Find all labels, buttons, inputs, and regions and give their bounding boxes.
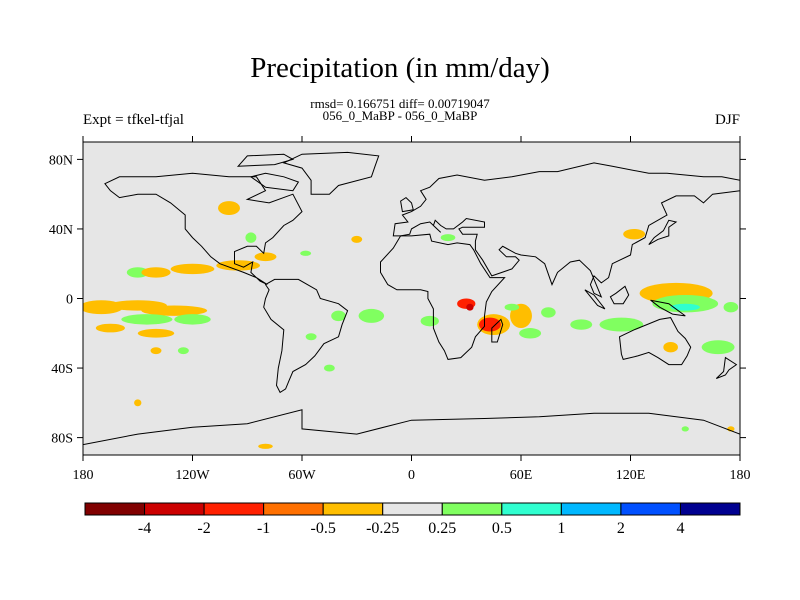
colorbar-label: -4: [138, 520, 151, 537]
anomaly-patch: [504, 303, 520, 311]
colorbar-label: -2: [197, 520, 210, 537]
anomaly-patch: [245, 232, 257, 243]
colorbar-label: 4: [676, 520, 684, 537]
anomaly-patch: [466, 303, 474, 311]
anomaly-patch: [323, 364, 335, 372]
anomaly-patch: [95, 323, 125, 333]
lat-tick-label: 0: [66, 293, 73, 308]
colorbar-label: 1: [557, 520, 565, 537]
anomaly-patch: [652, 295, 719, 313]
anomaly-patch: [170, 263, 215, 275]
anomaly-patch: [331, 310, 346, 322]
coastline-new-guinea: [650, 299, 686, 317]
season-label: DJF: [714, 112, 740, 128]
coastline-sumatra: [584, 289, 606, 310]
lon-tick-label: 120E: [616, 468, 646, 483]
coastlines: [83, 151, 740, 446]
lon-tick-label: 0: [408, 468, 415, 483]
lat-tick-label: 40S: [51, 362, 73, 377]
anomaly-patch: [121, 314, 173, 325]
axis-ticks: 180 120W 60W 0 60E 120E 180 80N 40N 0 40S 80S: [49, 136, 751, 483]
lon-tick-label: 180: [730, 468, 751, 483]
colorbar-label: 0.25: [428, 520, 456, 537]
anomaly-patch: [254, 252, 277, 262]
anomaly-patch: [141, 267, 171, 278]
expt-label: Expt = tfkel-tfjal: [83, 112, 184, 128]
coastline-borneo: [609, 285, 630, 305]
coastline-new-zealand: [715, 356, 738, 379]
colorbar: -4 -2 -1 -0.5 -0.25 0.25 0.5 1 2 4: [84, 502, 741, 537]
coastline-europe-asia: [392, 162, 740, 298]
colorbar-label: -0.5: [311, 520, 336, 537]
colorbar-box: [501, 502, 562, 516]
colorbar-box: [322, 502, 384, 516]
anomaly-patch: [701, 340, 735, 355]
coastline-japan: [648, 219, 678, 246]
anomaly-patch: [420, 315, 439, 327]
coastline-antarctica: [83, 409, 740, 446]
anomaly-patch: [351, 235, 363, 243]
anomaly-patch: [126, 267, 149, 278]
coastline-greenland: [282, 151, 380, 195]
coastline-ellesmere: [236, 153, 295, 167]
lon-tick-label: 120W: [175, 468, 210, 483]
colorbar-box: [203, 502, 265, 516]
anomaly-patch: [440, 234, 456, 242]
chart-title: Precipitation (in mm/day): [250, 52, 550, 84]
anomaly-patch: [358, 308, 385, 323]
colorbar-box: [84, 502, 146, 516]
colorbar-box: [679, 502, 741, 516]
coastline-north-america: [104, 172, 303, 286]
coastline-baffin: [249, 172, 300, 192]
anomaly-patch: [541, 307, 556, 318]
anomaly-patch: [258, 443, 273, 449]
anomaly-patch: [663, 341, 678, 353]
lon-tick-label: 60E: [510, 468, 533, 483]
lat-tick-label: 80N: [49, 153, 73, 168]
anomaly-patch: [141, 305, 208, 316]
lon-tick-label: 180: [73, 468, 94, 483]
coastline-uk: [400, 196, 414, 213]
colorbar-box: [441, 502, 503, 516]
colorbar-box: [560, 502, 622, 516]
coastline-south-america: [263, 278, 349, 394]
anomaly-patch: [681, 426, 689, 432]
anomaly-patch: [670, 303, 700, 311]
anomaly-patch: [599, 317, 644, 332]
anomaly-patch: [174, 314, 211, 325]
coastline-australia: [618, 317, 692, 366]
stats-line: rmsd= 0.166751 diff= 0.00719047: [310, 96, 490, 111]
anomaly-patch: [519, 328, 542, 339]
anomaly-patch: [150, 347, 162, 355]
colorbar-label: -0.25: [366, 520, 399, 537]
colorbar-label: 2: [617, 520, 625, 537]
colorbar-label: 0.5: [492, 520, 512, 537]
anomaly-patch: [723, 301, 739, 313]
experiment-compare: 056_0_MaBP - 056_0_MaBP: [322, 108, 478, 123]
colorbar-box: [620, 502, 681, 516]
colorbar-box: [263, 502, 324, 516]
anomaly-patch: [570, 319, 593, 330]
anomaly-patch: [300, 250, 312, 256]
anomaly-patch: [177, 347, 189, 355]
colorbar-box: [144, 502, 205, 516]
map-background: [83, 142, 740, 455]
anomaly-patch: [134, 399, 142, 407]
lon-tick-label: 60W: [288, 468, 316, 483]
anomaly-patch: [623, 228, 646, 240]
anomaly-patch: [305, 333, 317, 341]
anomaly-patch: [218, 201, 240, 216]
lat-tick-label: 80S: [51, 432, 73, 447]
colorbar-label: -1: [257, 520, 270, 537]
lat-tick-label: 40N: [49, 223, 73, 238]
colorbar-box: [382, 502, 443, 516]
coastline-africa-eurasia: [380, 233, 506, 360]
coastline-madagascar: [491, 318, 504, 343]
anomaly-patch: [137, 328, 175, 338]
anomaly-layer: [83, 201, 739, 449]
